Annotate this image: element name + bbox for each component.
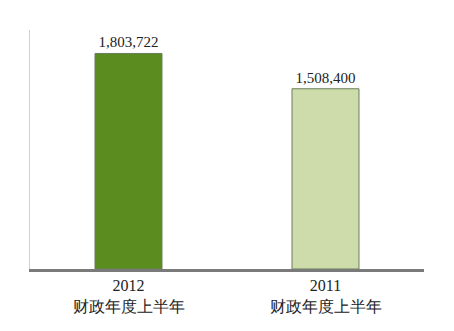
svg-text:2012财政年度上半年: 2012财政年度上半年 xyxy=(73,277,185,315)
svg-text:1,803,722: 1,803,722 xyxy=(99,34,159,50)
svg-text:1,508,400: 1,508,400 xyxy=(296,70,356,86)
svg-text:2011财政年度上半年: 2011财政年度上半年 xyxy=(270,277,382,315)
